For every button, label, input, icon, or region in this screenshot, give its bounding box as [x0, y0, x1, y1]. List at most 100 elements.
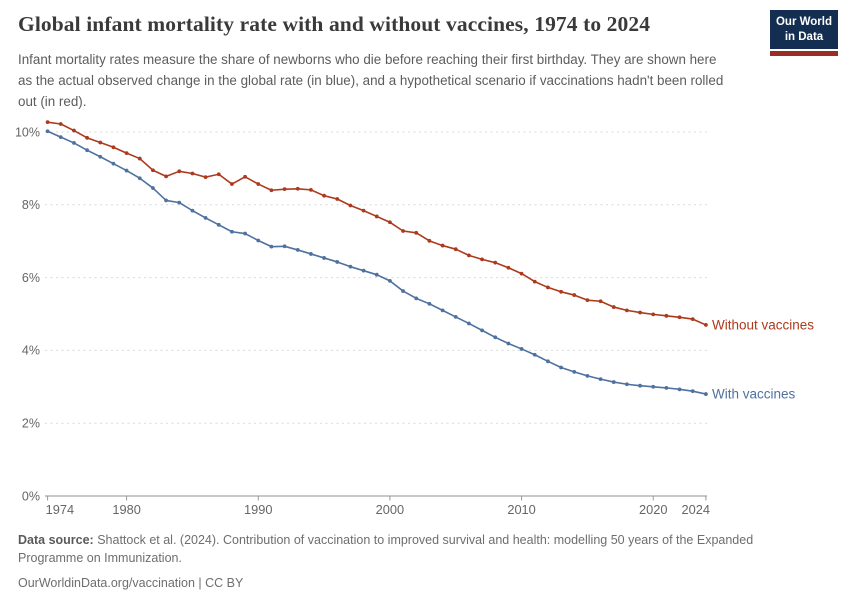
data-point-with-vaccines-2024 — [704, 392, 708, 396]
data-point-with-vaccines-1994 — [309, 252, 313, 256]
data-point-with-vaccines-2001 — [401, 289, 405, 293]
data-point-with-vaccines-2021 — [664, 385, 669, 390]
data-point-without-vaccines-1976 — [72, 128, 76, 133]
data-point-with-vaccines-1983 — [164, 198, 168, 203]
data-point-with-vaccines-1985 — [190, 208, 195, 213]
data-point-with-vaccines-2017 — [611, 380, 616, 384]
data-point-with-vaccines-1992 — [282, 244, 287, 249]
data-point-without-vaccines-1975 — [58, 122, 63, 126]
data-point-with-vaccines-2018 — [625, 382, 629, 387]
y-axis-label-2: 2% — [22, 417, 40, 431]
data-point-without-vaccines-2012 — [546, 285, 550, 290]
data-point-with-vaccines-1975 — [58, 135, 63, 139]
data-point-without-vaccines-1987 — [216, 172, 221, 177]
data-point-with-vaccines-2023 — [690, 389, 695, 394]
y-axis-label-8: 8% — [22, 198, 40, 212]
data-point-without-vaccines-1992 — [282, 187, 287, 192]
owid-url-link[interactable]: OurWorldinData.org/vaccination — [18, 576, 195, 591]
y-axis-label-0: 0% — [22, 489, 40, 503]
data-point-without-vaccines-2002 — [414, 230, 419, 235]
data-point-without-vaccines-2016 — [598, 299, 603, 304]
data-point-without-vaccines-2004 — [440, 243, 445, 248]
data-point-without-vaccines-2007 — [480, 257, 484, 262]
data-point-without-vaccines-1994 — [309, 187, 313, 192]
data-point-without-vaccines-2008 — [493, 260, 498, 265]
data-point-without-vaccines-2023 — [690, 317, 695, 321]
data-point-without-vaccines-2001 — [401, 229, 405, 233]
data-point-without-vaccines-2014 — [572, 293, 577, 297]
data-point-without-vaccines-2006 — [467, 253, 471, 258]
data-point-with-vaccines-2010 — [519, 347, 524, 351]
data-point-without-vaccines-1985 — [190, 171, 195, 176]
data-point-with-vaccines-2019 — [638, 383, 642, 388]
data-point-with-vaccines-2013 — [559, 365, 563, 370]
data-point-without-vaccines-1984 — [177, 169, 182, 174]
data-point-with-vaccines-2014 — [572, 369, 577, 374]
data-point-with-vaccines-1974 — [45, 129, 50, 134]
owid-logo-red-stripe — [770, 51, 838, 56]
data-point-with-vaccines-2007 — [480, 328, 484, 333]
data-point-with-vaccines-1997 — [348, 264, 353, 269]
data-point-without-vaccines-2005 — [453, 247, 458, 252]
data-point-with-vaccines-2006 — [467, 321, 471, 326]
data-point-without-vaccines-2024 — [704, 323, 708, 327]
data-point-with-vaccines-2022 — [677, 387, 682, 392]
data-point-without-vaccines-2013 — [559, 289, 563, 294]
data-point-without-vaccines-1981 — [137, 156, 142, 161]
data-point-with-vaccines-2012 — [546, 359, 550, 364]
data-point-with-vaccines-1986 — [203, 216, 208, 220]
data-point-without-vaccines-1993 — [295, 186, 300, 191]
data-point-without-vaccines-1979 — [111, 145, 116, 150]
data-point-with-vaccines-1988 — [230, 229, 234, 234]
data-point-with-vaccines-1984 — [177, 200, 182, 205]
data-point-without-vaccines-2017 — [611, 305, 616, 309]
data-point-without-vaccines-1974 — [45, 120, 50, 125]
data-point-without-vaccines-1983 — [164, 174, 168, 179]
data-point-with-vaccines-2000 — [388, 278, 392, 283]
data-point-without-vaccines-1991 — [269, 188, 274, 193]
data-point-with-vaccines-1996 — [335, 260, 340, 264]
data-point-with-vaccines-1990 — [256, 238, 261, 243]
data-point-without-vaccines-2019 — [638, 310, 642, 315]
data-source-note: Data source: Shattock et al. (2024). Con… — [18, 531, 800, 567]
data-point-without-vaccines-2022 — [677, 315, 682, 320]
owid-logo-line1: Our World — [775, 16, 832, 28]
data-point-with-vaccines-1980 — [124, 168, 129, 173]
data-point-without-vaccines-1999 — [374, 214, 379, 219]
data-point-with-vaccines-2005 — [453, 315, 458, 319]
chart-svg: 0% 2% 4% 6% 8% 10% 1974 1980 1990 2000 2010 2020 202… — [15, 120, 814, 517]
data-point-with-vaccines-2009 — [506, 341, 511, 346]
data-point-with-vaccines-2011 — [532, 352, 537, 357]
owid-logo[interactable]: Our World in Data — [770, 10, 838, 49]
data-point-with-vaccines-1995 — [322, 256, 326, 260]
data-point-without-vaccines-2009 — [506, 265, 511, 270]
data-point-with-vaccines-1981 — [137, 176, 142, 181]
owid-logo-line2: in Data — [784, 30, 824, 43]
chart-area: 0% 2% 4% 6% 8% 10% 1974 1980 1990 2000 2010 2020 202… — [0, 110, 850, 530]
chart-subtitle: Infant mortality rates measure the share… — [18, 52, 724, 109]
data-point-with-vaccines-2016 — [598, 377, 603, 382]
series-line-without-vaccines — [46, 121, 707, 326]
data-point-with-vaccines-2020 — [651, 384, 656, 389]
page-title: Global infant mortality rate with and wi… — [18, 12, 651, 36]
data-point-with-vaccines-2002 — [414, 296, 419, 301]
x-axis-label-2010: 2010 — [507, 502, 535, 517]
data-point-without-vaccines-2018 — [625, 308, 629, 313]
series-label-with-vaccines: With vaccines — [712, 387, 796, 402]
y-axis-label-10: 10% — [15, 125, 40, 139]
data-point-with-vaccines-1989 — [243, 231, 247, 236]
series-line-with-vaccines — [46, 130, 707, 395]
data-point-with-vaccines-2015 — [585, 373, 590, 378]
data-source-text: Shattock et al. (2024). Contribution of … — [18, 533, 754, 566]
data-point-with-vaccines-1978 — [98, 154, 103, 159]
data-point-with-vaccines-1993 — [295, 248, 300, 252]
data-point-with-vaccines-1979 — [111, 161, 116, 166]
data-point-with-vaccines-1987 — [216, 222, 221, 227]
data-point-without-vaccines-1990 — [256, 182, 261, 186]
x-axis-label-1974: 1974 — [46, 502, 74, 517]
data-point-without-vaccines-1982 — [151, 168, 155, 173]
data-point-without-vaccines-1998 — [361, 208, 366, 213]
data-point-without-vaccines-2011 — [532, 279, 537, 284]
data-point-without-vaccines-1978 — [98, 140, 103, 145]
data-point-with-vaccines-2008 — [493, 335, 498, 340]
